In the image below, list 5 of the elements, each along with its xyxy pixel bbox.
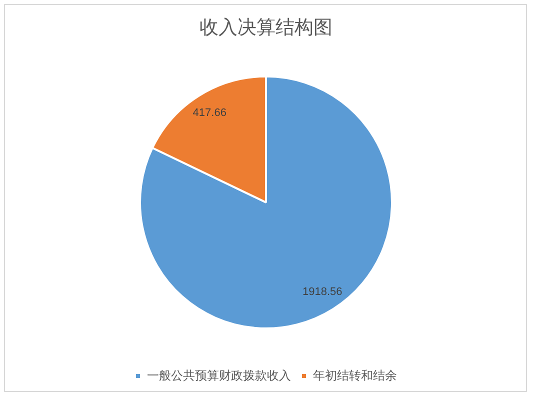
data-label: 417.66 (192, 106, 226, 119)
chart-title: 收入决算结构图 (200, 18, 332, 39)
data-label: 1918.56 (302, 286, 342, 298)
legend-label: 一般公共预算财政拨款收入 (147, 368, 291, 382)
legend-label: 年初结转和结余 (313, 368, 397, 382)
